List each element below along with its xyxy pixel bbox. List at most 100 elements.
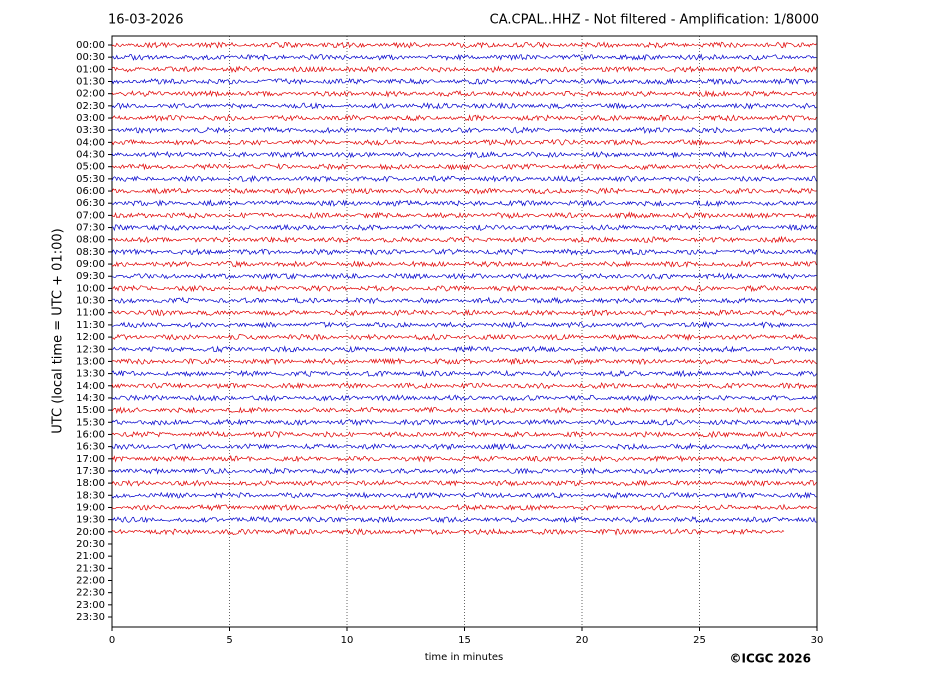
y-tick-label: 16:00 bbox=[76, 429, 105, 440]
y-tick-label: 20:00 bbox=[76, 527, 105, 538]
trace bbox=[111, 150, 817, 159]
trace bbox=[111, 382, 817, 390]
x-axis-label: time in minutes bbox=[425, 652, 504, 663]
y-tick-label: 18:30 bbox=[76, 490, 105, 501]
credit: ©ICGC 2026 bbox=[729, 652, 811, 666]
trace bbox=[111, 406, 817, 414]
y-tick-label: 12:00 bbox=[76, 332, 105, 343]
y-tick-label: 07:30 bbox=[76, 223, 105, 234]
y-tick-label: 02:30 bbox=[76, 101, 105, 112]
x-tick-label: 15 bbox=[458, 635, 471, 646]
trace bbox=[111, 528, 785, 536]
trace bbox=[111, 138, 817, 146]
trace bbox=[111, 114, 817, 122]
y-tick-label: 23:30 bbox=[76, 612, 105, 623]
x-tick-label: 20 bbox=[576, 635, 589, 646]
y-tick-label: 00:00 bbox=[76, 40, 105, 51]
trace bbox=[111, 235, 817, 244]
y-tick-label: 06:30 bbox=[76, 198, 105, 209]
trace bbox=[111, 223, 817, 232]
y-tick-label: 21:00 bbox=[76, 551, 105, 562]
trace bbox=[111, 199, 817, 208]
y-tick-label: 05:00 bbox=[76, 162, 105, 173]
date: 16-03-2026 bbox=[108, 13, 184, 28]
trace bbox=[111, 333, 817, 341]
x-tick-label: 30 bbox=[811, 635, 824, 646]
x-tick-label: 25 bbox=[693, 635, 706, 646]
trace bbox=[111, 418, 817, 427]
x-tick-label: 5 bbox=[226, 635, 232, 646]
y-tick-label: 06:00 bbox=[76, 186, 105, 197]
y-tick-label: 09:00 bbox=[76, 259, 105, 270]
trace bbox=[111, 345, 817, 353]
y-tick-label: 02:00 bbox=[76, 89, 105, 100]
y-tick-label: 09:30 bbox=[76, 271, 105, 282]
y-tick-label: 13:00 bbox=[76, 356, 105, 367]
trace bbox=[111, 260, 817, 268]
trace bbox=[111, 491, 817, 500]
y-tick-label: 19:00 bbox=[76, 502, 105, 513]
y-tick-label: 04:00 bbox=[76, 137, 105, 148]
trace bbox=[111, 187, 817, 195]
y-tick-label: 01:00 bbox=[76, 64, 105, 75]
trace bbox=[111, 308, 817, 317]
x-tick-label: 10 bbox=[341, 635, 354, 646]
y-tick-label: 03:00 bbox=[76, 113, 105, 124]
y-tick-label: 19:30 bbox=[76, 515, 105, 526]
y-tick-label: 05:30 bbox=[76, 174, 105, 185]
trace bbox=[111, 41, 817, 49]
trace bbox=[111, 479, 817, 487]
y-tick-label: 14:30 bbox=[76, 393, 105, 404]
y-tick-label: 11:00 bbox=[76, 308, 105, 319]
x-tick-label: 0 bbox=[109, 635, 115, 646]
y-tick-label: 16:30 bbox=[76, 442, 105, 453]
trace bbox=[111, 126, 817, 134]
y-tick-label: 10:00 bbox=[76, 283, 105, 294]
y-tick-label: 17:00 bbox=[76, 454, 105, 465]
trace bbox=[111, 162, 817, 171]
plot-frame bbox=[111, 35, 818, 628]
trace bbox=[111, 65, 817, 74]
y-tick-label: 15:30 bbox=[76, 417, 105, 428]
y-tick-label: 22:30 bbox=[76, 588, 105, 599]
trace bbox=[111, 503, 817, 512]
y-axis-label: UTC (local time = UTC + 01:00) bbox=[51, 228, 66, 433]
y-tick-label: 00:30 bbox=[76, 52, 105, 63]
trace bbox=[111, 369, 817, 378]
y-tick-label: 21:30 bbox=[76, 563, 105, 574]
trace bbox=[111, 284, 817, 293]
trace bbox=[111, 357, 817, 366]
trace bbox=[111, 454, 817, 463]
trace bbox=[111, 77, 817, 86]
y-tick-label: 01:30 bbox=[76, 77, 105, 88]
y-tick-label: 10:30 bbox=[76, 296, 105, 307]
y-tick-label: 07:00 bbox=[76, 210, 105, 221]
trace bbox=[111, 174, 817, 183]
y-tick-label: 12:30 bbox=[76, 344, 105, 355]
y-tick-label: 22:00 bbox=[76, 575, 105, 586]
trace bbox=[111, 296, 817, 305]
y-tick-label: 08:30 bbox=[76, 247, 105, 258]
trace bbox=[111, 467, 817, 475]
trace bbox=[111, 53, 817, 62]
trace bbox=[111, 89, 817, 98]
trace bbox=[111, 211, 817, 220]
y-tick-label: 14:00 bbox=[76, 381, 105, 392]
y-tick-label: 15:00 bbox=[76, 405, 105, 416]
trace bbox=[111, 515, 817, 524]
y-tick-label: 17:30 bbox=[76, 466, 105, 477]
trace bbox=[111, 394, 817, 402]
y-tick-label: 04:30 bbox=[76, 150, 105, 161]
y-tick-label: 20:30 bbox=[76, 539, 105, 550]
y-tick-label: 03:30 bbox=[76, 125, 105, 136]
trace bbox=[111, 442, 817, 451]
trace bbox=[111, 430, 817, 439]
y-tick-label: 13:30 bbox=[76, 369, 105, 380]
y-tick-label: 23:00 bbox=[76, 600, 105, 611]
trace bbox=[111, 101, 817, 110]
trace bbox=[111, 272, 817, 281]
chart-title: CA.CPAL..HHZ - Not filtered - Amplificat… bbox=[490, 13, 819, 28]
y-tick-label: 11:30 bbox=[76, 320, 105, 331]
y-tick-label: 08:00 bbox=[76, 235, 105, 246]
